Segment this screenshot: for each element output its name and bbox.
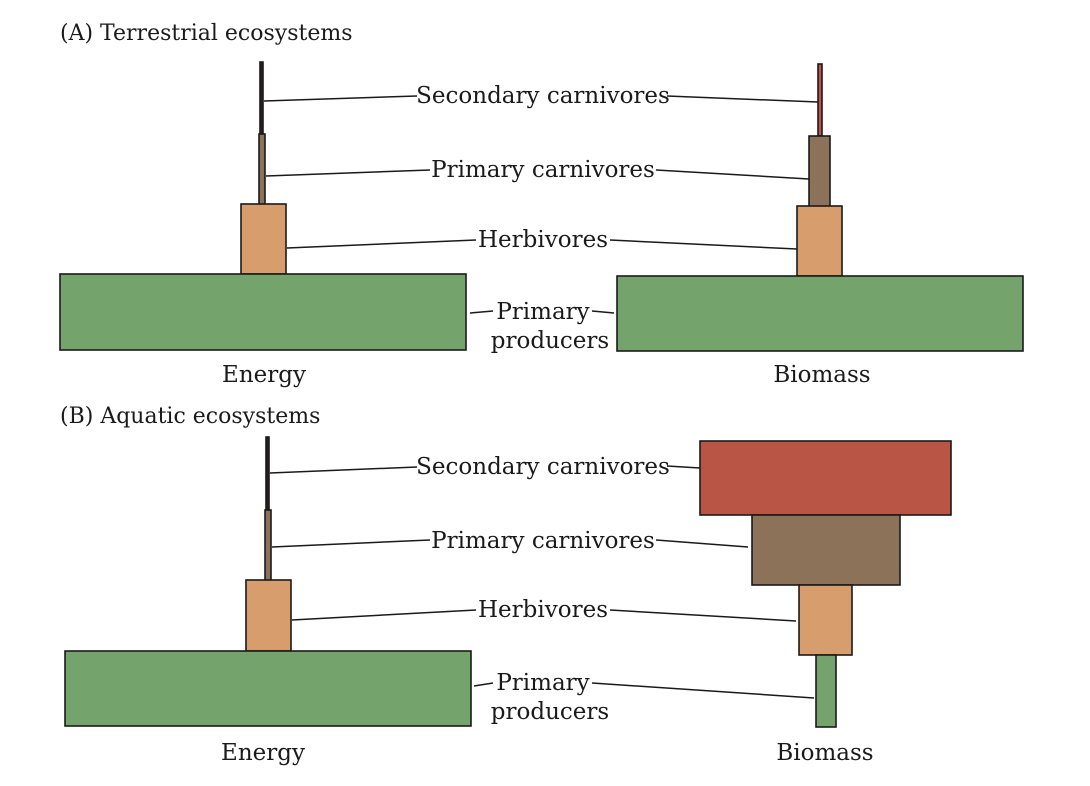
b-leader-primary-carn-right bbox=[655, 539, 749, 548]
b-leader-producers-left bbox=[473, 682, 494, 687]
a-biomass-caption: Biomass bbox=[773, 362, 870, 388]
a-energy-herbivores-bar bbox=[240, 203, 287, 275]
b-label-primary-producers-line1: Primary bbox=[496, 670, 589, 696]
a-label-primary-carnivores: Primary carnivores bbox=[431, 157, 655, 183]
a-biomass-herbivores-bar bbox=[796, 205, 843, 277]
b-leader-herbivores-right bbox=[609, 609, 797, 622]
a-leader-producers-right bbox=[591, 310, 615, 314]
b-leader-herbivores-left bbox=[291, 609, 477, 621]
a-biomass-primary-carnivores-bar bbox=[808, 135, 831, 208]
a-leader-primary-carn-left bbox=[265, 169, 431, 177]
b-leader-secondary-right bbox=[666, 465, 701, 469]
b-energy-herbivores-bar bbox=[245, 579, 292, 652]
b-leader-producers-right bbox=[591, 682, 815, 699]
a-label-primary-producers-line1: Primary bbox=[496, 299, 589, 325]
b-biomass-caption: Biomass bbox=[776, 740, 873, 766]
b-biomass-primary-carnivores-bar bbox=[751, 514, 901, 586]
a-label-secondary-carnivores: Secondary carnivores bbox=[416, 83, 670, 109]
b-label-secondary-carnivores: Secondary carnivores bbox=[416, 454, 670, 480]
panel-b-biomass-pyramid: Biomass bbox=[699, 440, 952, 766]
panel-a-labels: Secondary carnivores Primary carnivores … bbox=[263, 83, 819, 354]
b-label-herbivores: Herbivores bbox=[478, 597, 608, 623]
b-biomass-primary-producers-bar bbox=[815, 654, 837, 728]
b-label-primary-producers-line2: producers bbox=[491, 699, 609, 725]
a-leader-herbivores-left bbox=[286, 239, 477, 249]
panel-b-energy-pyramid: Energy bbox=[64, 436, 472, 766]
a-energy-secondary-carnivores-bar bbox=[259, 61, 264, 137]
a-leader-primary-carn-right bbox=[655, 169, 810, 180]
b-biomass-secondary-carnivores-bar bbox=[699, 440, 952, 516]
panel-b-title: (B) Aquatic ecosystems bbox=[60, 404, 320, 429]
b-energy-primary-producers-bar bbox=[64, 650, 472, 727]
b-leader-primary-carn-left bbox=[271, 539, 431, 548]
a-leader-producers-left bbox=[469, 310, 494, 314]
a-label-primary-producers-line2: producers bbox=[491, 328, 609, 354]
a-leader-secondary-right bbox=[666, 95, 819, 103]
panel-a-biomass-pyramid: Biomass bbox=[616, 63, 1024, 388]
b-biomass-herbivores-bar bbox=[798, 584, 853, 656]
panel-a-title: (A) Terrestrial ecosystems bbox=[60, 21, 353, 46]
b-energy-secondary-carnivores-bar bbox=[265, 436, 270, 511]
a-biomass-secondary-carnivores-bar bbox=[817, 63, 823, 137]
b-energy-primary-carnivores-bar bbox=[264, 509, 272, 582]
a-label-herbivores: Herbivores bbox=[478, 227, 608, 253]
a-energy-primary-producers-bar bbox=[59, 273, 467, 351]
panel-b: (B) Aquatic ecosystems Energy Biomass Se… bbox=[60, 404, 952, 766]
a-leader-herbivores-right bbox=[609, 239, 798, 250]
a-energy-caption: Energy bbox=[222, 362, 306, 388]
panel-a-energy-pyramid: Energy bbox=[59, 61, 467, 388]
b-energy-caption: Energy bbox=[221, 740, 305, 766]
b-label-primary-carnivores: Primary carnivores bbox=[431, 528, 655, 554]
a-leader-secondary-left bbox=[263, 95, 418, 102]
a-energy-primary-carnivores-bar bbox=[258, 133, 266, 206]
b-leader-secondary-left bbox=[269, 466, 418, 474]
a-biomass-primary-producers-bar bbox=[616, 275, 1024, 352]
panel-b-labels: Secondary carnivores Primary carnivores … bbox=[269, 454, 815, 725]
panel-a: (A) Terrestrial ecosystems Energy Biomas… bbox=[59, 21, 1024, 388]
